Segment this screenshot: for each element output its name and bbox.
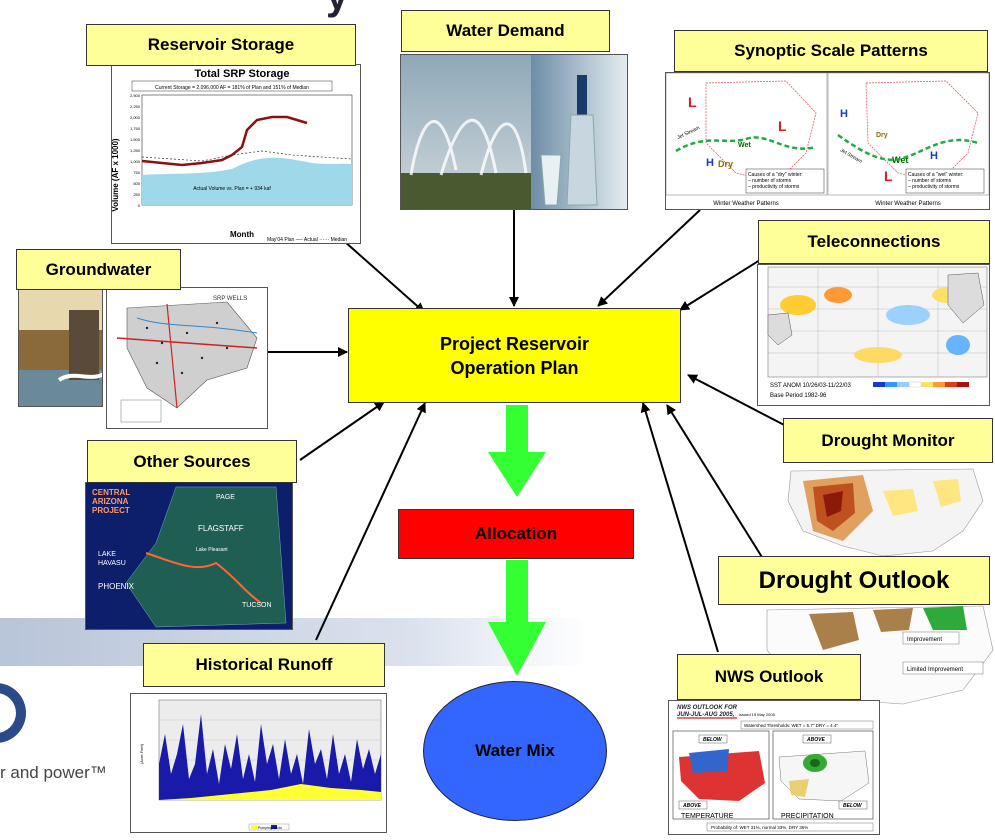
arrow-other-sources	[299, 401, 385, 461]
storage-y-tick: 750	[133, 170, 140, 175]
storage-y-tick: 1,000	[130, 159, 141, 164]
storage-y-tick: 250	[133, 192, 140, 197]
runoff-legend: Pumping Inflow	[258, 826, 282, 830]
cap-tucson: TUCSON	[242, 602, 272, 609]
storage-y-tick: 0	[138, 203, 141, 208]
flow-arrow-allocation-to-mix	[488, 560, 546, 676]
arrow-historical-runoff	[315, 402, 426, 641]
synoptic-note-wet: Causes of a "wet" winter: – number of sto…	[908, 172, 964, 190]
cap-lake-pleasant: Lake Pleasant	[196, 547, 228, 553]
synoptic-label: Synoptic Scale Patterns	[674, 30, 988, 72]
teleconnections-label: Teleconnections	[758, 220, 990, 264]
cap-title: CENTRAL ARIZONA PROJECT	[92, 488, 130, 515]
arrow-synoptic	[597, 209, 701, 307]
storage-y-axis-label: Volume (AF x 1000)	[112, 138, 120, 212]
synoptic-dry2: Dry	[876, 132, 888, 139]
water-mix-ellipse: Water Mix	[423, 681, 607, 821]
header-title-fragment: y	[326, 0, 348, 19]
nws-issued: issued 19 May 2005	[739, 712, 776, 717]
storage-y-ticks: 2,500 2,250 2,000 1,750 1,500 1,250 1,000 750 50…	[130, 93, 141, 208]
historical-runoff-label: Historical Runoff	[143, 643, 385, 687]
cap-flagstaff: FLAGSTAFF	[198, 524, 244, 533]
storage-y-tick: 1,250	[130, 148, 141, 153]
nws-precip-below: BELOW	[843, 803, 863, 809]
allocation-label: Allocation	[474, 524, 558, 543]
reservoir-storage-label: Reservoir Storage	[86, 24, 356, 66]
synoptic-note-dry: Causes of a "dry" winter: – number of sto…	[748, 172, 803, 190]
groundwater-label: Groundwater	[16, 249, 181, 290]
water-demand-label: Water Demand	[401, 10, 610, 52]
arrow-teleconnections	[679, 254, 769, 311]
teleconnections-sst-map: SST ANOM 10/26/03-11/22/03 Base Period 1…	[757, 264, 990, 406]
synoptic-caption-2: Winter Weather Patterns	[875, 201, 941, 207]
drought-monitor-map	[783, 461, 990, 563]
reservoir-storage-chart: Total SRP Storage Current Storage = 2,09…	[111, 64, 361, 244]
cap-page: PAGE	[216, 494, 235, 501]
synoptic-caption-1: Winter Weather Patterns	[713, 201, 779, 207]
nws-temperature: TEMPERATURE	[681, 813, 734, 820]
nws-thresholds: Watershed Thresholds: WET = 5.7" DRY = 4…	[744, 723, 838, 728]
storage-chart-title: Total SRP Storage	[195, 68, 290, 80]
storage-x-axis-label: Month	[230, 230, 254, 239]
cap-map: CENTRAL ARIZONA PROJECT PAGE FLAGSTAFF LAK…	[85, 482, 293, 630]
synoptic-H1: H	[706, 157, 714, 169]
water-mix-label: Water Mix	[475, 741, 555, 760]
storage-y-tick: 2,500	[130, 93, 141, 98]
outlook-limited: Limited Improvement	[907, 667, 963, 673]
groundwater-photo	[18, 289, 103, 407]
synoptic-H3: H	[930, 150, 938, 162]
project-plan-box: Project Reservoir Operation Plan	[348, 308, 681, 403]
nws-temp-below: BELOW	[703, 737, 723, 743]
storage-y-tick: 1,500	[130, 137, 141, 142]
drought-outlook-label: Drought Outlook	[718, 556, 990, 605]
nws-precip-above: ABOVE	[806, 737, 825, 743]
arrow-drought-outlook	[666, 404, 771, 571]
arrow-nws-outlook	[640, 402, 719, 653]
synoptic-L2: L	[778, 118, 787, 134]
outlook-improvement: Improvement	[907, 637, 942, 643]
arrow-reservoir-storage	[334, 232, 425, 313]
arrow-drought-monitor	[687, 374, 791, 429]
sst-caption: SST ANOM 10/26/03-11/22/03	[770, 383, 851, 389]
storage-y-tick: 1,750	[130, 126, 141, 131]
allocation-box: Allocation	[398, 509, 634, 559]
storage-chart-note: Current Storage = 2,096,000 AF = 181% of…	[155, 85, 309, 91]
nws-precipitation: PRECIPITATION	[781, 813, 834, 820]
storage-legend: May'04 Plan ── Actual ······ Median	[267, 237, 347, 243]
historical-runoff-chart: (Acre-Feet) Pumping Inflow	[130, 693, 387, 833]
nws-header2: JUN-JUL-AUG 2005,	[677, 712, 735, 718]
cap-phoenix: PHOENIX	[98, 582, 135, 591]
synoptic-L3: L	[884, 168, 893, 184]
flow-arrow-plan-to-allocation	[488, 405, 546, 497]
nws-outlook-figure: NWS OUTLOOK FOR JUN-JUL-AUG 2005, issued…	[668, 700, 880, 835]
nws-temp-above: ABOVE	[682, 803, 701, 809]
synoptic-L1: L	[688, 94, 697, 110]
water-demand-photo	[400, 54, 628, 210]
project-plan-label: Project Reservoir Operation Plan	[439, 333, 590, 378]
other-sources-label: Other Sources	[87, 440, 297, 483]
groundwater-map: SRP WELLS	[106, 287, 268, 429]
synoptic-wet1: Wet	[738, 142, 751, 149]
groundwater-map-title: SRP WELLS	[213, 296, 247, 302]
storage-y-tick: 2,250	[130, 104, 141, 109]
drought-monitor-label: Drought Monitor	[783, 418, 993, 463]
storage-y-tick: 500	[133, 181, 140, 186]
storage-y-tick: 2,000	[130, 115, 141, 120]
synoptic-H2: H	[840, 108, 848, 120]
synoptic-maps: L L H Dry Wet Jet Stream H H L Dry Wet J…	[665, 72, 990, 210]
nws-probability: Probability of: WET 31%, normal 33%, DRY…	[711, 825, 808, 830]
synoptic-dry1: Dry	[718, 159, 733, 169]
cap-lake-havasu: LAKE HAVASU	[98, 551, 126, 567]
sst-base: Base Period 1982-96	[770, 393, 827, 399]
svg-text:(Acre-Feet): (Acre-Feet)	[139, 743, 144, 764]
logo-tagline: r and power™	[0, 763, 107, 782]
nws-header1: NWS OUTLOOK FOR	[677, 705, 738, 711]
nws-outlook-label: NWS Outlook	[677, 654, 861, 700]
storage-inner-label: Actual Volume vs. Plan = + 934 kaf	[193, 186, 271, 192]
